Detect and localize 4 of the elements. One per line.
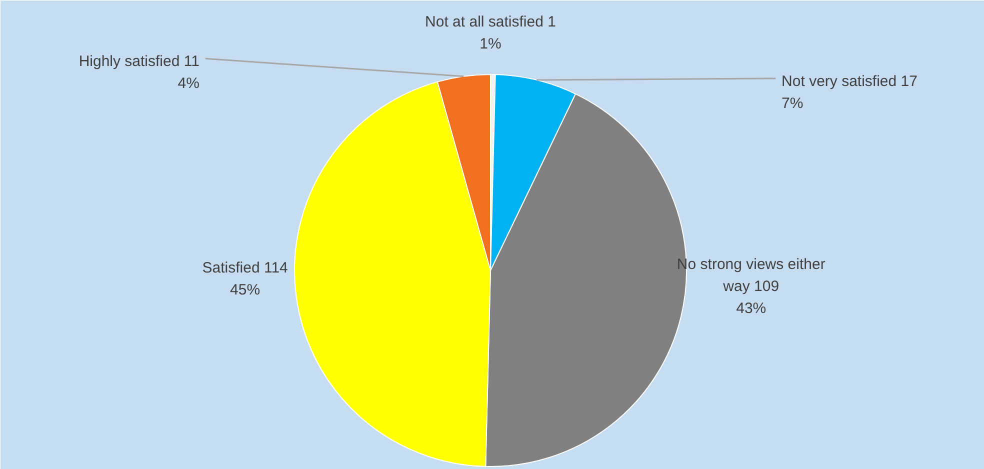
slice-label: Satisfied 114 45% <box>202 259 288 299</box>
slice-label: Not at all satisfied 1 1% <box>425 13 556 52</box>
slice-label: Highly satisfied 11 4% <box>78 52 200 92</box>
slice-label: Not very satisfied 17 7% <box>782 72 918 112</box>
